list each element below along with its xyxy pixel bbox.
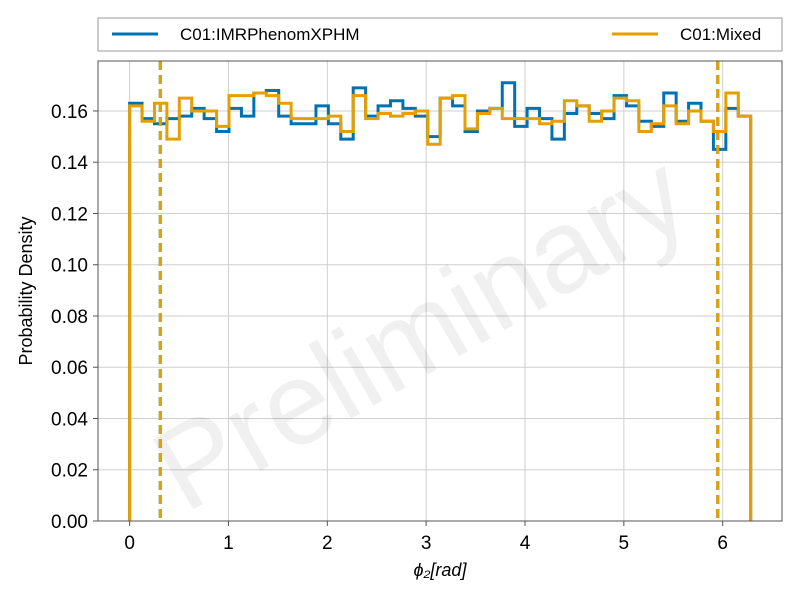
- histogram-series-2: [128, 91, 753, 521]
- plot-frame: [97, 60, 783, 522]
- series-layer: [128, 61, 753, 521]
- x-tick-label: 5: [619, 533, 630, 554]
- grid: [98, 61, 782, 522]
- legend-box: [97, 17, 783, 52]
- x-tick-label: 2: [322, 533, 333, 554]
- y-tick-label: 0.06: [51, 358, 88, 379]
- y-tick-label: 0.02: [51, 461, 88, 482]
- x-axis-label: ϕ₂[rad]: [414, 560, 468, 580]
- x-tick-label: 6: [717, 533, 728, 554]
- y-tick-label: 0.16: [51, 102, 88, 123]
- y-tick-label: 0.00: [51, 512, 88, 533]
- y-tick-label: 0.04: [51, 409, 88, 430]
- x-tick-label: 4: [520, 533, 531, 554]
- x-tick-label: 1: [223, 533, 234, 554]
- y-tick-label: 0.12: [51, 204, 88, 225]
- legend-label-series-1: C01:IMRPhenomXPHM: [180, 25, 360, 44]
- x-tick-label: 3: [421, 533, 432, 554]
- y-tick-label: 0.08: [51, 307, 88, 328]
- y-axis-label: Probability Density: [16, 216, 36, 365]
- legend: C01:IMRPhenomXPHM C01:Mixed: [97, 17, 783, 52]
- watermark-text: Preliminary: [132, 128, 709, 537]
- y-tick-label: 0.14: [51, 153, 88, 174]
- x-tick-label: 0: [124, 533, 135, 554]
- legend-label-series-2: C01:Mixed: [680, 25, 761, 44]
- y-tick-label: 0.10: [51, 256, 88, 277]
- ticks: 0 1 2 3 4 5 6 0.00 0.02 0.04 0.06 0.08 0.10 0.12 0.14 0…: [51, 102, 728, 554]
